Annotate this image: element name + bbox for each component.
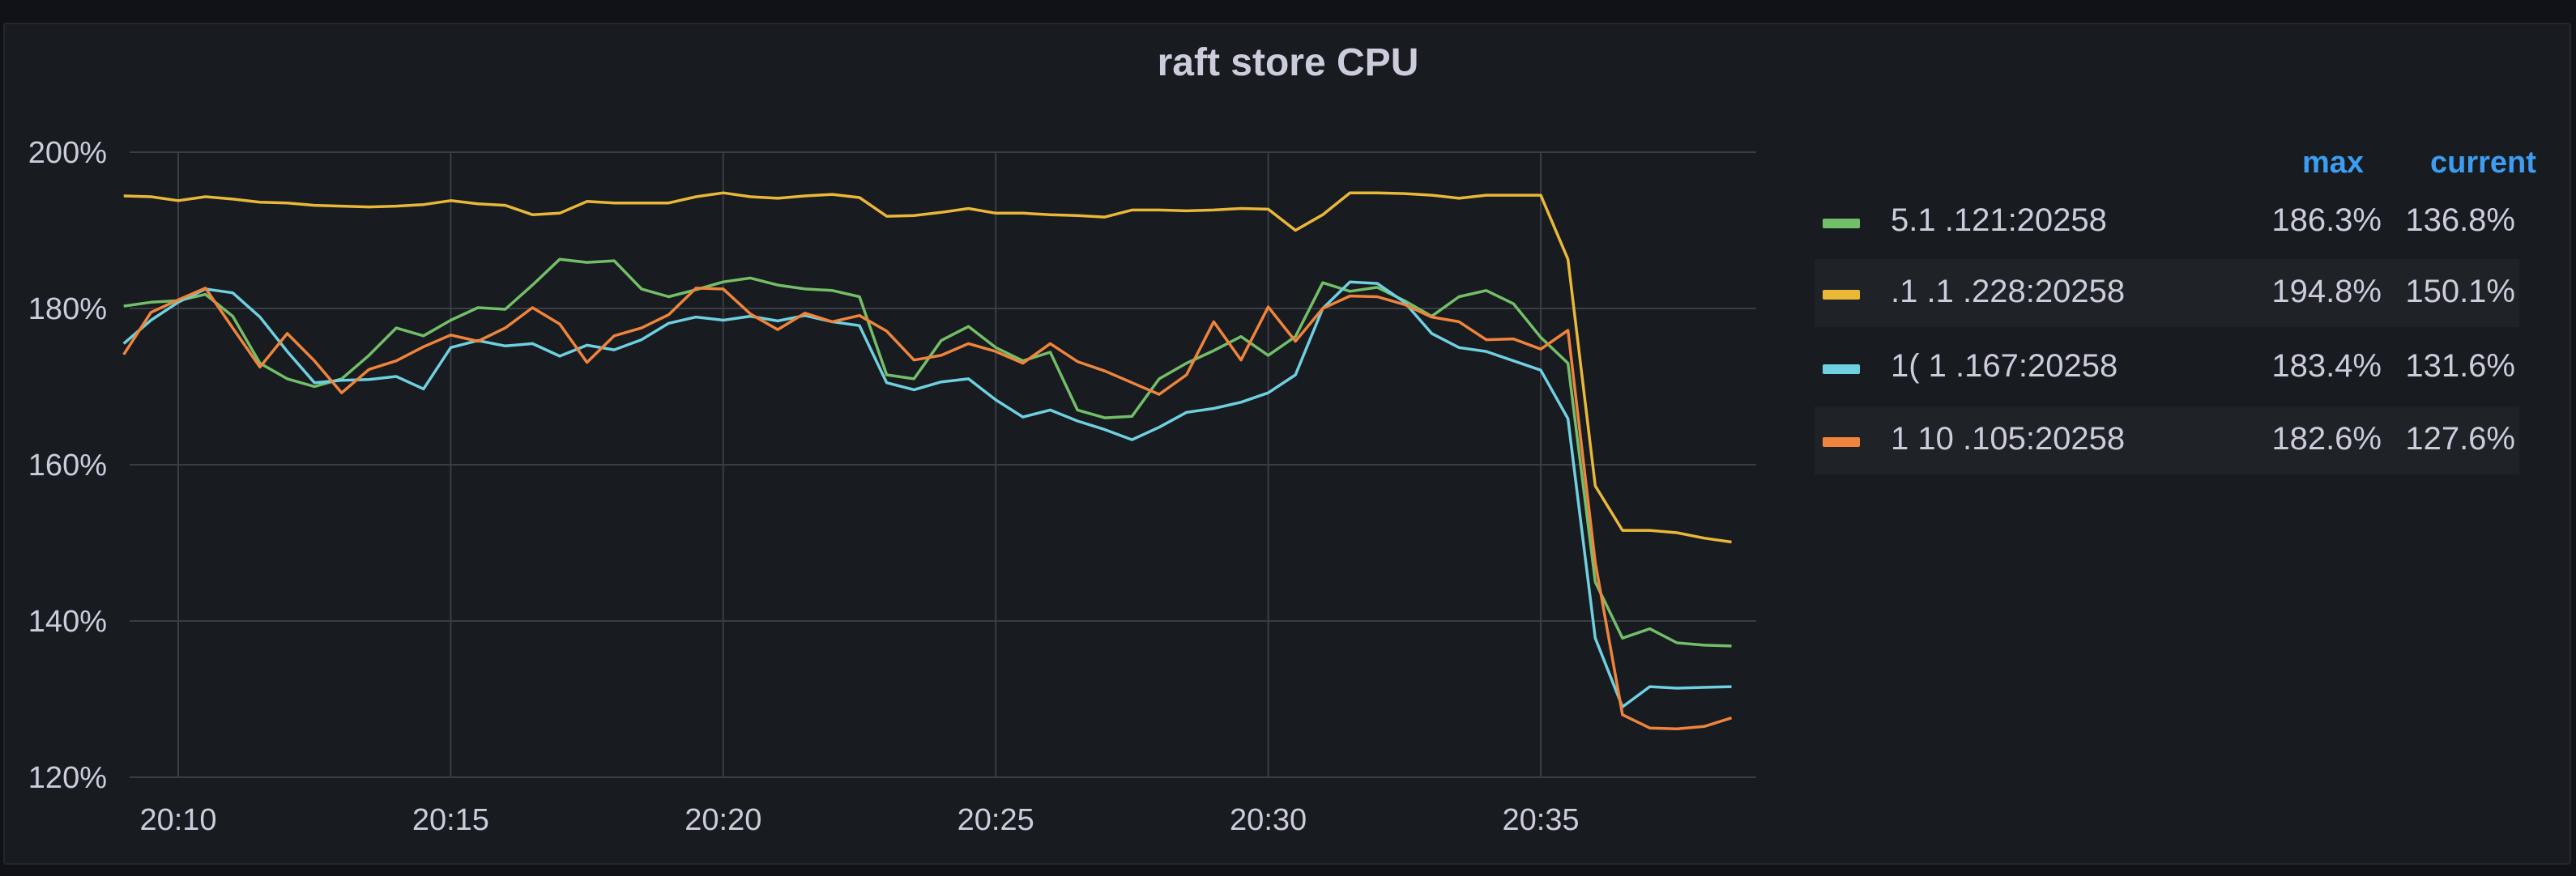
x-tick-label: 20:15 [412,803,489,837]
series-max-value: 182.6% [2271,421,2382,457]
chart-grid [130,151,1756,778]
x-tick-label: 20:25 [957,803,1034,837]
series-name: .1 .1 .228:20258 [1891,274,2126,309]
legend-row[interactable]: 1 10 .105:20258 182.6% 127.6% [1815,406,2519,474]
series-line-1[interactable] [123,257,1732,648]
legend-current-header[interactable]: current [2430,146,2536,180]
x-tick-label: 20:20 [685,803,761,837]
series-max-value: 183.4% [2271,348,2382,384]
chart-series [122,191,1733,730]
series-name: 1 10 .105:20258 [1891,421,2126,457]
legend-row[interactable]: .1 .1 .228:20258 194.8% 150.1% [1815,259,2519,327]
legend-max-header[interactable]: max [2302,146,2365,180]
series-color-swatch [1823,219,1860,228]
y-tick-label: 180% [28,292,107,326]
chart-axes: 200% 180% 160% 140% 120% 20:10 20:15 20:20 20:25… [28,136,1580,837]
y-tick-label: 160% [28,449,107,483]
series-line-3[interactable] [122,280,1732,708]
series-current-value: 131.6% [2405,348,2515,384]
panel-title[interactable]: raft store CPU [1157,41,1419,84]
y-tick-label: 200% [28,136,107,170]
series-max-value: 194.8% [2271,274,2382,309]
series-line-4[interactable] [122,287,1733,730]
series-color-swatch [1823,364,1860,374]
series-color-swatch [1823,437,1860,447]
x-tick-label: 20:35 [1502,803,1579,837]
series-current-value: 127.6% [2405,421,2515,457]
series-name: 5.1 .121:20258 [1891,202,2107,238]
series-name: 1( 1 .167:20258 [1891,348,2118,384]
series-current-value: 136.8% [2405,202,2515,238]
y-tick-label: 140% [28,605,107,639]
series-line-2[interactable] [123,191,1732,544]
y-tick-label: 120% [28,761,107,795]
series-max-value: 186.3% [2271,202,2382,238]
x-tick-label: 20:30 [1230,803,1307,837]
series-current-value: 150.1% [2405,274,2515,309]
legend-row[interactable]: 5.1 .121:20258 186.3% 136.8% [1815,188,2519,256]
series-color-swatch [1823,290,1860,300]
x-tick-label: 20:10 [139,803,216,837]
legend-row[interactable]: 1( 1 .167:20258 183.4% 131.6% [1815,334,2519,402]
